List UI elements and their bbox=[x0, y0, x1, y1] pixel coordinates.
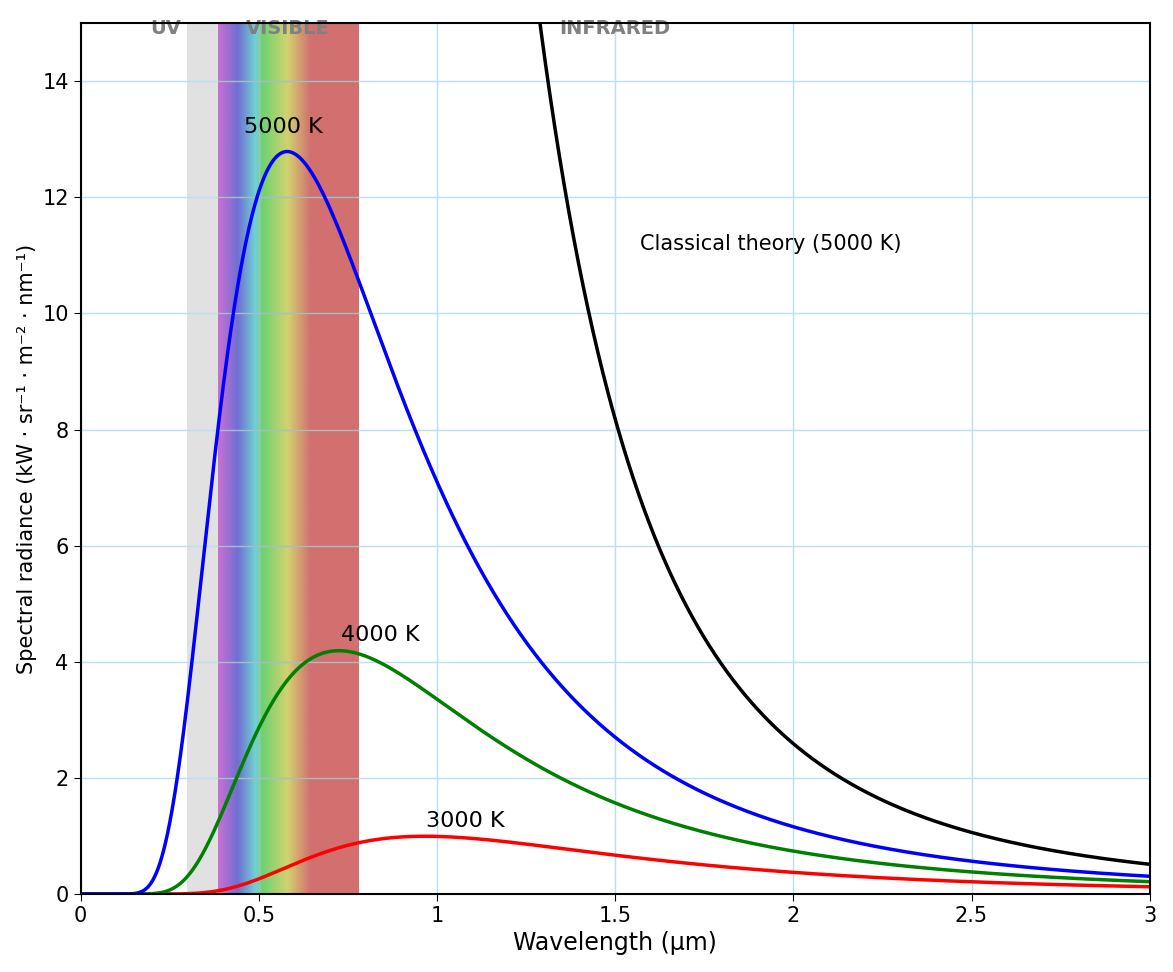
Text: 3000 K: 3000 K bbox=[426, 812, 504, 831]
Bar bbox=[188, 0, 218, 894]
Text: INFRARED: INFRARED bbox=[560, 18, 671, 38]
Text: VISIBLE: VISIBLE bbox=[246, 18, 330, 38]
Text: UV: UV bbox=[150, 18, 182, 38]
X-axis label: Wavelength (μm): Wavelength (μm) bbox=[513, 931, 717, 955]
Text: Classical theory (5000 K): Classical theory (5000 K) bbox=[640, 233, 902, 254]
Text: 5000 K: 5000 K bbox=[244, 118, 324, 137]
Text: 4000 K: 4000 K bbox=[340, 625, 419, 645]
Y-axis label: Spectral radiance (kW · sr⁻¹ · m⁻² · nm⁻¹): Spectral radiance (kW · sr⁻¹ · m⁻² · nm⁻… bbox=[16, 244, 36, 674]
Bar bbox=[218, 0, 359, 894]
